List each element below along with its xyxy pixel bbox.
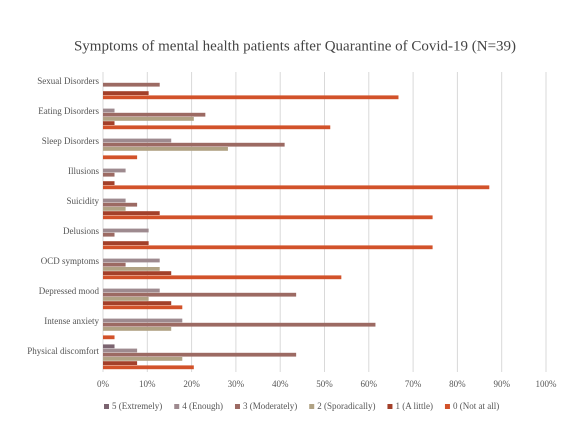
bar [103,228,149,233]
legend-swatch [444,404,450,409]
y-tick-label: Eating Disorders [38,106,99,116]
legend-label: 5 (Extremely) [112,401,162,411]
bar [103,207,126,211]
bar [103,211,160,215]
y-tick-label: Sexual Disorders [37,76,99,86]
bar [103,121,115,125]
bar [103,82,160,87]
bar [103,117,194,121]
bar [103,301,172,305]
bar [103,155,138,160]
legend-swatch [174,404,180,409]
bar [103,125,331,130]
bar [103,95,399,100]
bar [103,318,183,323]
bar [103,147,228,151]
bar [103,344,115,349]
bar [103,258,160,263]
x-tick-label: 10% [139,379,156,389]
x-tick-label: 20% [183,379,200,389]
x-tick-label: 30% [228,379,245,389]
legend-swatch [387,404,393,409]
bar [103,202,138,207]
y-tick-label: Depressed mood [39,286,100,296]
legend-label: 2 (Sporadically) [317,401,375,411]
y-tick-label: Sleep Disorders [42,136,100,146]
x-tick-label: 40% [272,379,289,389]
bar [103,297,149,301]
x-tick-label: 50% [316,379,333,389]
bar [103,108,115,113]
bar [103,322,376,327]
x-tick-label: 100% [536,379,558,389]
bar [103,262,126,267]
bar [103,275,342,280]
bar [103,142,285,147]
legend-swatch [309,404,315,409]
bar [103,292,297,297]
legend-swatch [234,404,240,409]
bar [103,361,138,365]
chart-title: Symptoms of mental health patients after… [74,38,516,54]
bar [103,348,138,353]
legend-label: 3 (Moderately) [243,401,297,411]
legend-label: 4 (Enough) [182,401,223,411]
bar [103,352,297,357]
x-tick-label: 70% [405,379,422,389]
legend-label: 1 (A little) [395,401,433,411]
bar [103,215,433,220]
bar [103,288,160,293]
bar [103,245,433,250]
x-tick-label: 60% [361,379,378,389]
x-tick-label: 90% [493,379,510,389]
bar [103,168,126,173]
y-tick-label: OCD symptoms [41,256,100,266]
bar [103,181,115,185]
bar [103,232,115,237]
bar [103,267,160,271]
bar [103,357,183,361]
bar [103,365,194,370]
bar [103,138,172,143]
y-tick-label: Delusions [63,226,99,236]
x-tick-label: 80% [449,379,466,389]
bar [103,327,172,331]
bar [103,241,149,245]
y-tick-label: Illusions [68,166,100,176]
x-tick-label: 0% [97,379,110,389]
bar [103,185,490,190]
y-tick-label: Suicidity [66,196,99,206]
bar [103,271,172,275]
y-tick-label: Physical discomfort [27,346,99,356]
bar [103,172,115,177]
legend-label: 0 (Not at all) [453,401,499,411]
bar [103,335,115,340]
bar [103,305,183,310]
y-tick-label: Intense anxiety [44,316,99,326]
bar [103,112,206,117]
bar [103,91,149,95]
bar [103,198,126,203]
legend-swatch [104,404,109,409]
